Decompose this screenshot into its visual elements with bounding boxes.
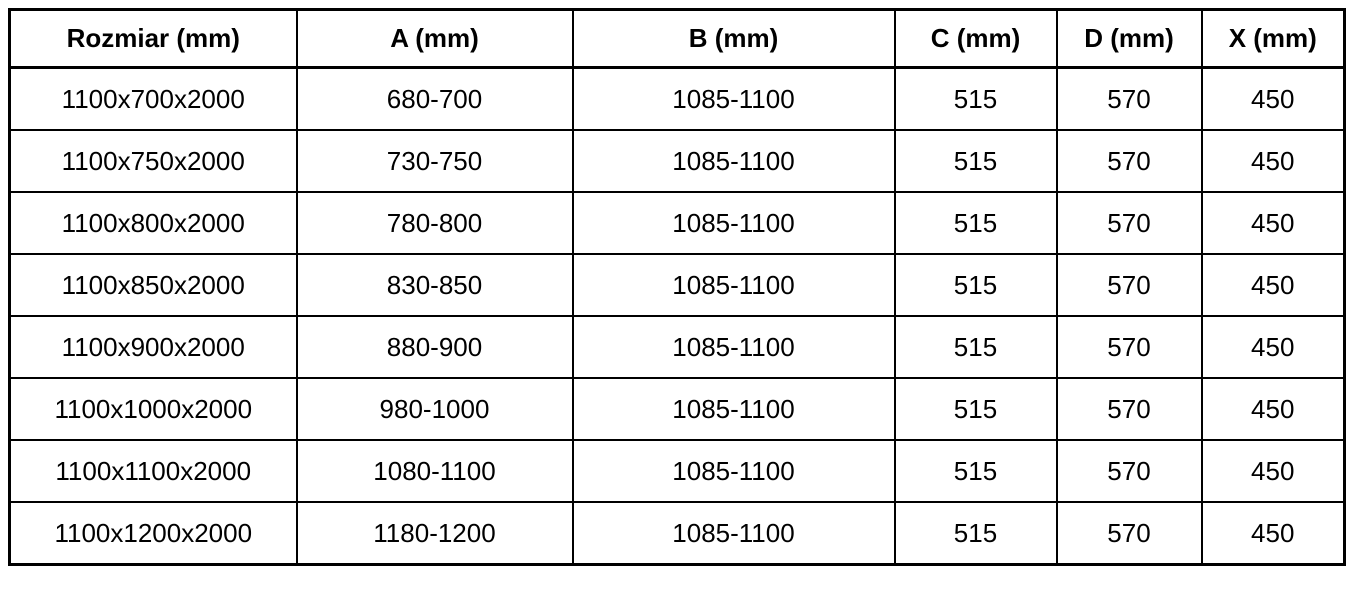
table-cell-rozmiar: 1100x1200x2000 bbox=[8, 501, 298, 566]
column-header-x: X (mm) bbox=[1200, 8, 1346, 69]
table-cell-c: 515 bbox=[893, 315, 1058, 379]
table-row: 1100x1100x2000 1080-1100 1085-1100 515 5… bbox=[8, 439, 1346, 503]
table-cell-c: 515 bbox=[893, 191, 1058, 255]
table-cell-b: 1085-1100 bbox=[571, 66, 896, 131]
table-cell-x: 450 bbox=[1200, 501, 1346, 566]
table-cell-a: 880-900 bbox=[295, 315, 574, 379]
table-cell-b: 1085-1100 bbox=[571, 377, 896, 441]
table-cell-b: 1085-1100 bbox=[571, 315, 896, 379]
table-cell-d: 570 bbox=[1055, 501, 1203, 566]
table-row: 1100x1000x2000 980-1000 1085-1100 515 57… bbox=[8, 377, 1346, 441]
table-cell-c: 515 bbox=[893, 253, 1058, 317]
column-header-rozmiar: Rozmiar (mm) bbox=[8, 8, 298, 69]
table-cell-x: 450 bbox=[1200, 66, 1346, 131]
table-cell-x: 450 bbox=[1200, 315, 1346, 379]
table-cell-b: 1085-1100 bbox=[571, 253, 896, 317]
table-cell-x: 450 bbox=[1200, 191, 1346, 255]
header-row: Rozmiar (mm) A (mm) B (mm) C (mm) D (mm)… bbox=[8, 8, 1346, 69]
table-cell-d: 570 bbox=[1055, 66, 1203, 131]
table-cell-b: 1085-1100 bbox=[571, 191, 896, 255]
column-header-a: A (mm) bbox=[295, 8, 574, 69]
table-row: 1100x700x2000 680-700 1085-1100 515 570 … bbox=[8, 66, 1346, 131]
table-cell-d: 570 bbox=[1055, 439, 1203, 503]
table-row: 1100x850x2000 830-850 1085-1100 515 570 … bbox=[8, 253, 1346, 317]
table-cell-rozmiar: 1100x1100x2000 bbox=[8, 439, 298, 503]
table-row: 1100x750x2000 730-750 1085-1100 515 570 … bbox=[8, 129, 1346, 193]
table-cell-d: 570 bbox=[1055, 315, 1203, 379]
table-cell-a: 780-800 bbox=[295, 191, 574, 255]
table-cell-d: 570 bbox=[1055, 377, 1203, 441]
table-cell-x: 450 bbox=[1200, 439, 1346, 503]
column-header-c: C (mm) bbox=[893, 8, 1058, 69]
table-cell-a: 680-700 bbox=[295, 66, 574, 131]
table-cell-b: 1085-1100 bbox=[571, 439, 896, 503]
table-cell-b: 1085-1100 bbox=[571, 501, 896, 566]
table-cell-a: 980-1000 bbox=[295, 377, 574, 441]
table-cell-c: 515 bbox=[893, 129, 1058, 193]
table-row: 1100x1200x2000 1180-1200 1085-1100 515 5… bbox=[8, 501, 1346, 566]
table-cell-c: 515 bbox=[893, 439, 1058, 503]
table-cell-d: 570 bbox=[1055, 253, 1203, 317]
table-cell-rozmiar: 1100x700x2000 bbox=[8, 66, 298, 131]
table-cell-rozmiar: 1100x800x2000 bbox=[8, 191, 298, 255]
table-cell-a: 730-750 bbox=[295, 129, 574, 193]
table-cell-x: 450 bbox=[1200, 377, 1346, 441]
table-cell-b: 1085-1100 bbox=[571, 129, 896, 193]
table-cell-c: 515 bbox=[893, 377, 1058, 441]
size-spec-table: Rozmiar (mm) A (mm) B (mm) C (mm) D (mm)… bbox=[8, 8, 1346, 566]
table-cell-a: 1180-1200 bbox=[295, 501, 574, 566]
table-cell-rozmiar: 1100x750x2000 bbox=[8, 129, 298, 193]
table-cell-x: 450 bbox=[1200, 129, 1346, 193]
column-header-b: B (mm) bbox=[571, 8, 896, 69]
table-cell-rozmiar: 1100x900x2000 bbox=[8, 315, 298, 379]
table-cell-c: 515 bbox=[893, 501, 1058, 566]
table-cell-d: 570 bbox=[1055, 191, 1203, 255]
table-cell-x: 450 bbox=[1200, 253, 1346, 317]
table-cell-c: 515 bbox=[893, 66, 1058, 131]
table-cell-a: 1080-1100 bbox=[295, 439, 574, 503]
table-row: 1100x900x2000 880-900 1085-1100 515 570 … bbox=[8, 315, 1346, 379]
table-row: 1100x800x2000 780-800 1085-1100 515 570 … bbox=[8, 191, 1346, 255]
table-cell-rozmiar: 1100x850x2000 bbox=[8, 253, 298, 317]
table-cell-a: 830-850 bbox=[295, 253, 574, 317]
column-header-d: D (mm) bbox=[1055, 8, 1203, 69]
table-cell-rozmiar: 1100x1000x2000 bbox=[8, 377, 298, 441]
table-cell-d: 570 bbox=[1055, 129, 1203, 193]
